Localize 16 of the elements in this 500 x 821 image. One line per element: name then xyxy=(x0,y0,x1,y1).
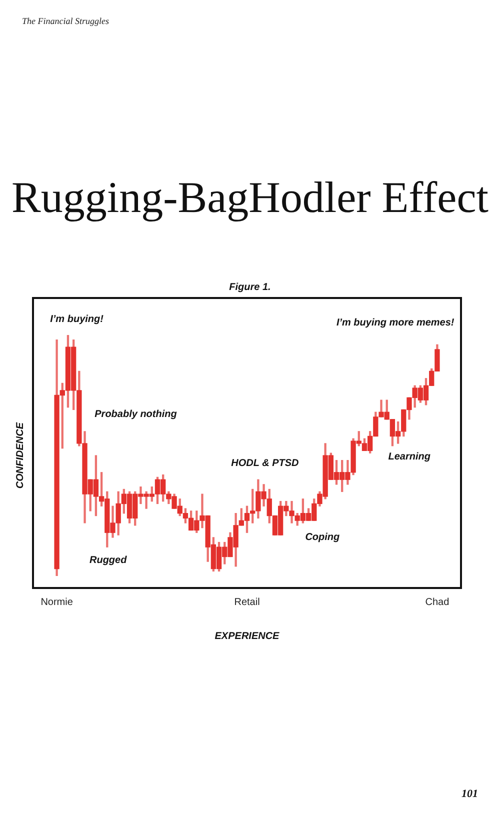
annotation: Learning xyxy=(388,452,430,463)
chart-subtitle: Figure 1. xyxy=(228,282,272,293)
x-tick-label: Chad xyxy=(425,596,450,608)
chart-title: Rugging-BagHodler Effect xyxy=(10,172,490,223)
text: The Financial Struggles xyxy=(22,16,109,26)
annotation: Probably nothing xyxy=(94,408,177,420)
text: I’m buying more memes! xyxy=(336,318,455,329)
text: I’m buying! xyxy=(50,314,104,325)
annotation: Coping xyxy=(305,532,340,543)
x-tick-label: Normie xyxy=(40,596,74,608)
annotation: HODL & PTSD xyxy=(231,458,299,470)
annotation: Rugged xyxy=(89,554,128,566)
x-axis-title: EXPERIENCE xyxy=(214,630,280,642)
x-tick-label: Retail xyxy=(234,596,260,608)
y-axis-title: CONFIDENCE xyxy=(14,422,26,489)
text: 101 xyxy=(462,788,478,800)
